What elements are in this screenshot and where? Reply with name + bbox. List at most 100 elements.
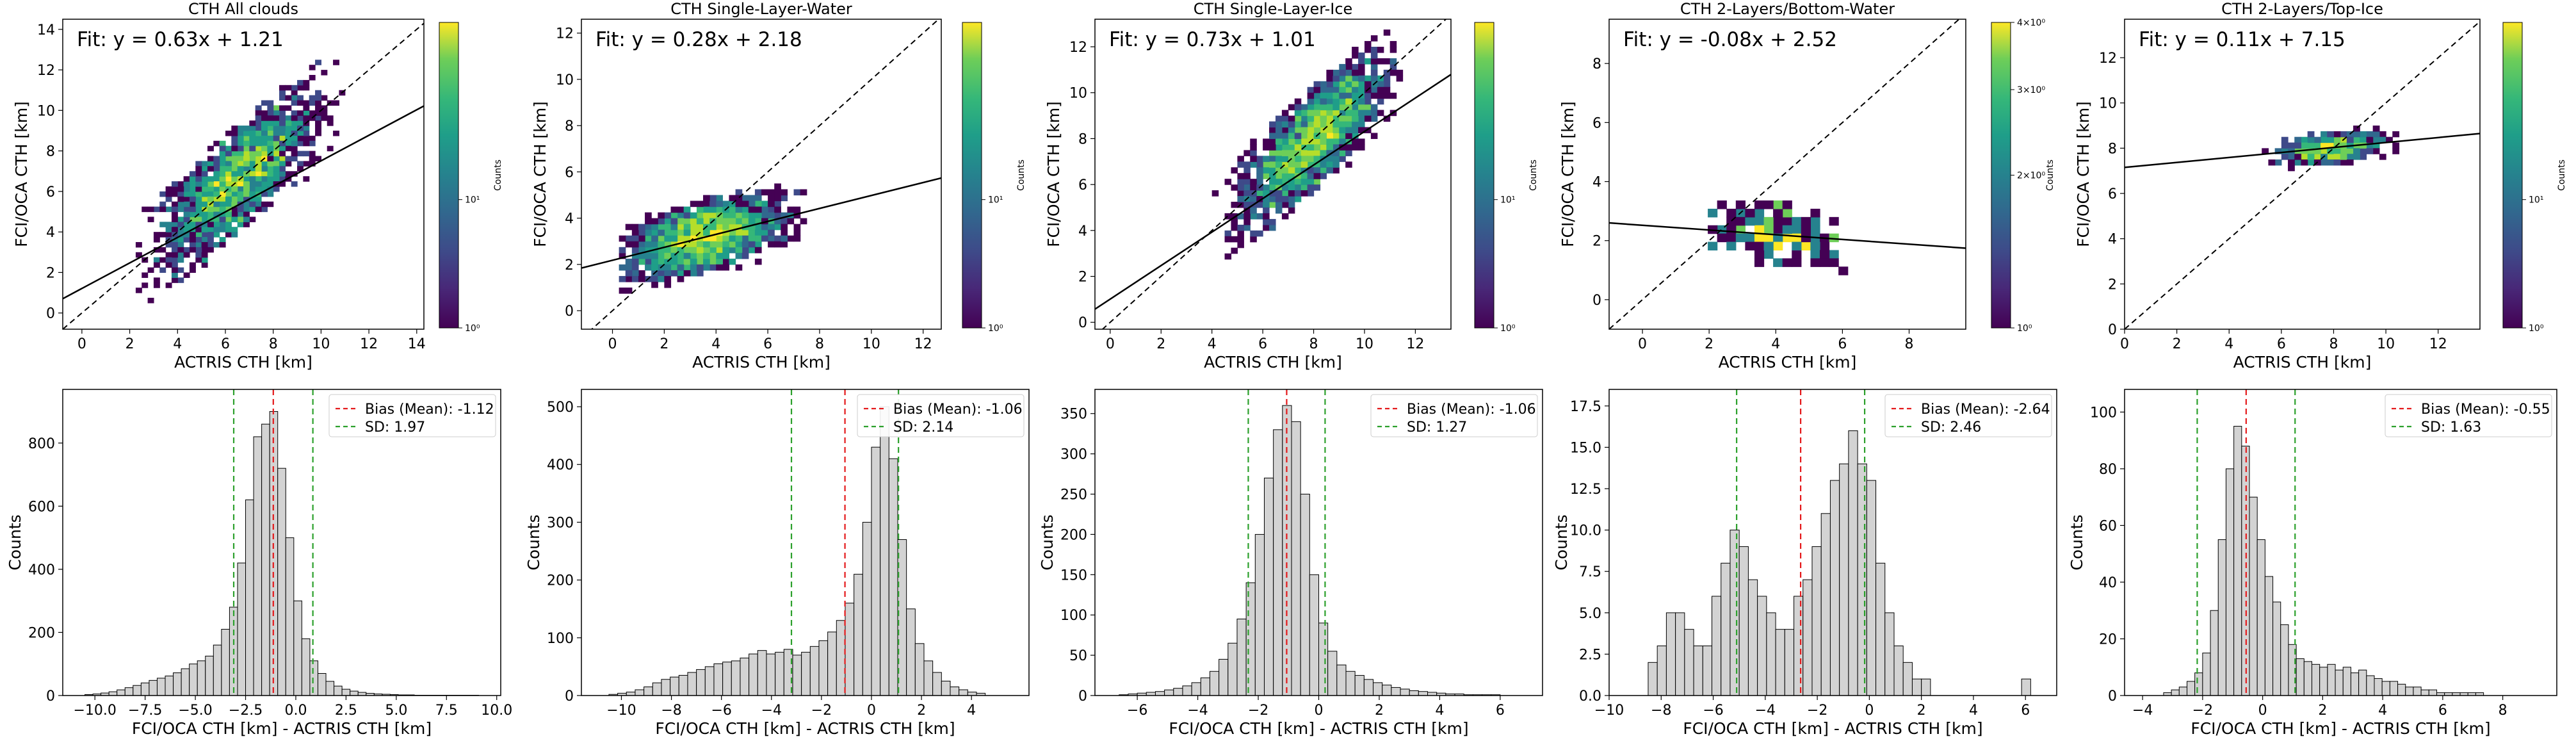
histogram-bar	[1766, 612, 1776, 696]
density-cell	[703, 241, 710, 248]
density-cell	[1829, 216, 1839, 226]
density-cell	[249, 151, 256, 157]
density-cell	[303, 161, 310, 167]
density-cell	[243, 126, 250, 131]
density-cell	[261, 201, 268, 208]
density-cell	[1275, 121, 1283, 128]
histogram-bar	[1866, 480, 1877, 696]
histogram-bar	[1702, 645, 1713, 696]
x-tick-label: 0	[1106, 336, 1115, 352]
chart-title: CTH 2-Layers/Bottom-Water	[1680, 0, 1895, 18]
density-cell	[677, 241, 685, 248]
density-cell	[297, 151, 304, 157]
density-cell	[279, 135, 286, 142]
density-cell	[249, 126, 256, 131]
density-cell	[1250, 236, 1257, 243]
density-cell	[1782, 200, 1792, 209]
density-cell	[231, 196, 238, 202]
density-cell	[249, 145, 256, 152]
density-cell	[1263, 196, 1270, 202]
density-cell	[243, 186, 250, 192]
density-cell	[249, 206, 256, 213]
density-cell	[255, 161, 262, 167]
histogram-bar	[652, 682, 662, 696]
density-cell	[267, 130, 274, 136]
hist-panel-1: −10.0 −7.5 −5.0 −2.5 0.0 2.5 5.0 7.5 10.00200400…	[6, 389, 512, 738]
density-cell	[774, 235, 781, 242]
density-cell	[261, 176, 268, 182]
histogram-bar	[1820, 513, 1831, 696]
density-cell	[1389, 58, 1397, 65]
density-cell	[237, 186, 244, 192]
density-cell	[1773, 241, 1783, 251]
density-cell	[165, 227, 172, 232]
density-cell	[1792, 250, 1802, 259]
density-cell	[177, 222, 184, 227]
density-cell	[1333, 69, 1340, 76]
density-cell	[219, 241, 226, 248]
colorbar-tick-label: 10¹	[1500, 195, 1515, 206]
density-cell	[255, 135, 262, 142]
density-cell	[1320, 144, 1327, 151]
y-tick-label: 0	[1078, 315, 1087, 331]
density-cell	[267, 201, 274, 208]
density-cell	[1256, 190, 1263, 197]
density-cell	[267, 105, 274, 111]
density-cell	[255, 115, 262, 121]
density-cell	[1313, 81, 1321, 88]
x-tick-label: 6	[1838, 336, 1847, 352]
density-cell	[303, 151, 310, 157]
density-cell	[153, 282, 160, 288]
density-cell	[333, 100, 340, 106]
density-cell	[1237, 224, 1244, 231]
histogram-bar	[205, 655, 214, 696]
density-cell	[1370, 115, 1378, 122]
density-cell	[1243, 150, 1251, 156]
density-cell	[2281, 136, 2288, 143]
density-cell	[1358, 58, 1365, 65]
density-cell	[690, 212, 697, 219]
histogram-bar	[1427, 692, 1438, 696]
density-cell	[2294, 154, 2302, 160]
density-cell	[237, 135, 244, 142]
density-cell	[249, 186, 256, 192]
density-cell	[677, 212, 685, 219]
density-cell	[1358, 81, 1365, 88]
histogram-bar	[2358, 669, 2367, 696]
colorbar-gradient	[962, 22, 982, 329]
density-cell	[279, 126, 286, 131]
histogram-bar	[221, 629, 230, 696]
density-cell	[1288, 115, 1295, 122]
density-cell	[201, 247, 208, 253]
density-cell	[189, 201, 196, 208]
density-cell	[279, 90, 286, 96]
density-cell	[1396, 75, 1404, 82]
density-cell	[2372, 126, 2380, 132]
histogram-bar	[1200, 677, 1210, 696]
density-cell	[722, 252, 730, 259]
density-cell	[1313, 92, 1321, 99]
x-tick-label: 6	[221, 336, 230, 352]
y-axis-label: FCI/OCA CTH [km]	[1044, 101, 1063, 247]
density-cell	[213, 181, 220, 187]
density-cell	[1243, 218, 1251, 225]
density-cell	[741, 212, 749, 219]
density-cell	[291, 95, 298, 101]
density-cell	[1320, 167, 1327, 174]
legend-box	[2385, 394, 2552, 437]
histogram-bar	[2187, 681, 2196, 696]
density-cell	[201, 252, 208, 258]
density-cell	[195, 247, 202, 253]
density-cell	[207, 237, 214, 243]
density-cell	[1300, 104, 1308, 111]
density-cell	[1801, 225, 1811, 234]
density-cell	[1339, 110, 1346, 117]
colorbar-tick-label: 10⁰	[2529, 323, 2544, 334]
density-cell	[285, 145, 292, 152]
histogram-bar	[2342, 667, 2351, 696]
density-cell	[249, 176, 256, 182]
density-cell	[800, 189, 807, 196]
density-cell	[237, 222, 244, 227]
